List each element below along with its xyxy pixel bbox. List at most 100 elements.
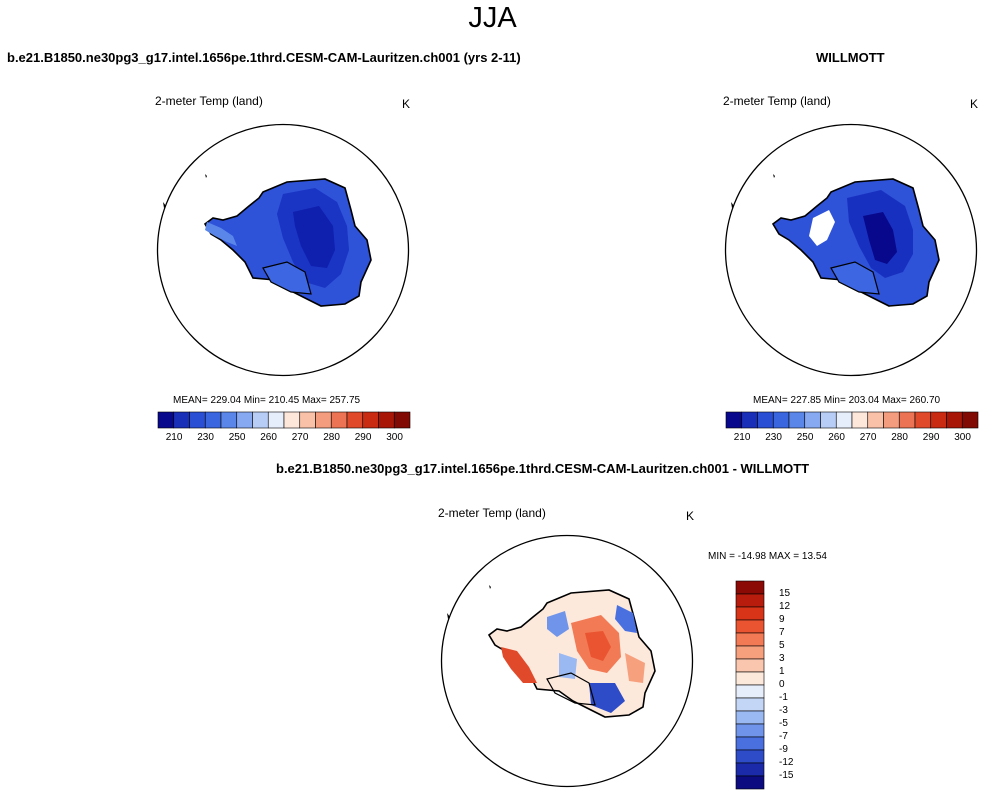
panel3-variable: 2-meter Temp (land) (438, 506, 546, 520)
colorbar-2-swatch-2 (757, 411, 774, 429)
colorbar-2-swatch-7 (835, 411, 853, 429)
colorbar-2-swatch-15 (961, 411, 979, 429)
colorbar-1-swatch-14 (378, 411, 395, 429)
panel1-interior-coldest (293, 206, 335, 268)
colorbar-3-tick: 12 (779, 601, 791, 612)
panel1-map (156, 123, 410, 377)
panel3-colorbar (735, 580, 765, 790)
panel3-warm-patch-east (625, 653, 645, 683)
panel2-island-2 (773, 174, 775, 178)
colorbar-1-swatch-4 (220, 411, 238, 429)
colorbar-3-tick: -3 (779, 705, 788, 716)
colorbar-3-tick: 1 (779, 666, 785, 677)
panel2-case-name: WILLMOTT (816, 50, 885, 65)
panel2-map (724, 123, 978, 377)
colorbar-1-swatch-8 (283, 411, 301, 429)
colorbar-3-swatch-8 (735, 684, 765, 699)
colorbar-1-tick: 230 (197, 432, 214, 443)
colorbar-1-swatch-6 (252, 411, 269, 429)
colorbar-1-tick: 300 (386, 432, 403, 443)
panel3-cold-east (615, 605, 637, 633)
colorbar-3-swatch-12 (735, 736, 765, 751)
colorbar-3-tick: 15 (779, 588, 791, 599)
colorbar-1-swatch-7 (267, 411, 285, 429)
colorbar-3-swatch-11 (735, 723, 765, 738)
panel3-stats: MIN = -14.98 MAX = 13.54 (708, 551, 827, 562)
colorbar-2-tick: 290 (922, 432, 940, 443)
panel2-stats: MEAN= 227.85 Min= 203.04 Max= 260.70 (753, 395, 941, 406)
colorbar-1-swatch-0 (157, 411, 175, 429)
panel3-map (440, 534, 694, 788)
colorbar-3-tick: -9 (779, 744, 788, 755)
panel3-cold-south (589, 683, 625, 713)
page-title: JJA (468, 2, 517, 34)
colorbar-1-swatch-15 (393, 411, 411, 429)
colorbar-2-swatch-0 (725, 411, 743, 429)
colorbar-3-swatch-7 (735, 671, 765, 686)
colorbar-2-swatch-13 (930, 411, 947, 429)
colorbar-3-swatch-4 (735, 632, 765, 647)
panel1-stats: MEAN= 229.04 Min= 210.45 Max= 257.75 (173, 395, 361, 406)
colorbar-1-swatch-2 (189, 411, 206, 429)
colorbar-2-tick: 300 (954, 432, 971, 443)
panel1-ross-shelf (262, 261, 312, 295)
colorbar-3-tick: -12 (779, 757, 794, 768)
colorbar-3-tick: -7 (779, 731, 788, 742)
panel3-cool-patch (559, 653, 577, 679)
colorbar-2-tick: 230 (765, 432, 782, 443)
colorbar-2-swatch-4 (788, 411, 806, 429)
colorbar-2-swatch-9 (867, 411, 884, 429)
colorbar-2-tick: 250 (796, 432, 814, 443)
panel3-peninsula-warm (501, 647, 537, 683)
colorbar-3-swatch-10 (735, 710, 765, 725)
colorbar-2-swatch-10 (883, 411, 900, 429)
panel1-variable: 2-meter Temp (land) (155, 94, 263, 108)
panel2-ross-shelf (830, 261, 880, 295)
colorbar-1-swatch-3 (204, 411, 222, 429)
colorbar-2-swatch-14 (946, 411, 963, 429)
panel3-warm-core-inner (585, 631, 611, 661)
colorbar-3-swatch-13 (735, 749, 765, 764)
panel3-cold-west (547, 611, 569, 637)
colorbar-2-tick: 260 (828, 432, 845, 443)
colorbar-1-swatch-12 (346, 411, 364, 429)
colorbar-2-tick: 280 (891, 432, 908, 443)
panel3-island (447, 613, 450, 619)
colorbar-3-swatch-1 (735, 593, 765, 608)
colorbar-2-swatch-5 (804, 411, 821, 429)
colorbar-1-swatch-5 (236, 411, 253, 429)
colorbar-2-swatch-6 (820, 411, 837, 429)
panel2-island (731, 202, 734, 208)
panel1-island (163, 202, 166, 208)
colorbar-3-tick: 5 (779, 640, 785, 651)
colorbar-3-tick: -1 (779, 692, 788, 703)
colorbar-3-tick: 9 (779, 614, 785, 625)
panel2-missing-data (809, 210, 835, 246)
colorbar-3-tick: 3 (779, 653, 785, 664)
colorbar-1-tick: 250 (228, 432, 246, 443)
colorbar-1-swatch-11 (330, 411, 348, 429)
panel1-peninsula (205, 222, 237, 246)
colorbar-1-tick: 280 (323, 432, 340, 443)
colorbar-3-tick: 7 (779, 627, 785, 638)
colorbar-1-swatch-1 (173, 411, 190, 429)
panel2-units: K (970, 97, 979, 111)
colorbar-3-tick: -5 (779, 718, 788, 729)
colorbar-3-tick: 0 (779, 679, 785, 690)
colorbar-1-swatch-9 (299, 411, 316, 429)
colorbar-3-tick: -15 (779, 770, 794, 781)
panel3-case-name: b.e21.B1850.ne30pg3_g17.intel.1656pe.1th… (276, 461, 810, 476)
colorbar-3-swatch-14 (735, 762, 765, 777)
colorbar-3-swatch-6 (735, 658, 765, 673)
colorbar-3-swatch-15 (735, 775, 765, 790)
panel2-colorbar (725, 411, 979, 429)
colorbar-1-tick: 270 (291, 432, 309, 443)
panel3-units: K (686, 509, 695, 523)
colorbar-2-tick: 270 (859, 432, 877, 443)
colorbar-1-swatch-13 (362, 411, 379, 429)
colorbar-2-swatch-12 (914, 411, 932, 429)
panel1-island-2 (205, 174, 207, 178)
panel1-case-name: b.e21.B1850.ne30pg3_g17.intel.1656pe.1th… (7, 50, 521, 65)
panel1-colorbar (157, 411, 411, 429)
colorbar-2-swatch-1 (741, 411, 758, 429)
